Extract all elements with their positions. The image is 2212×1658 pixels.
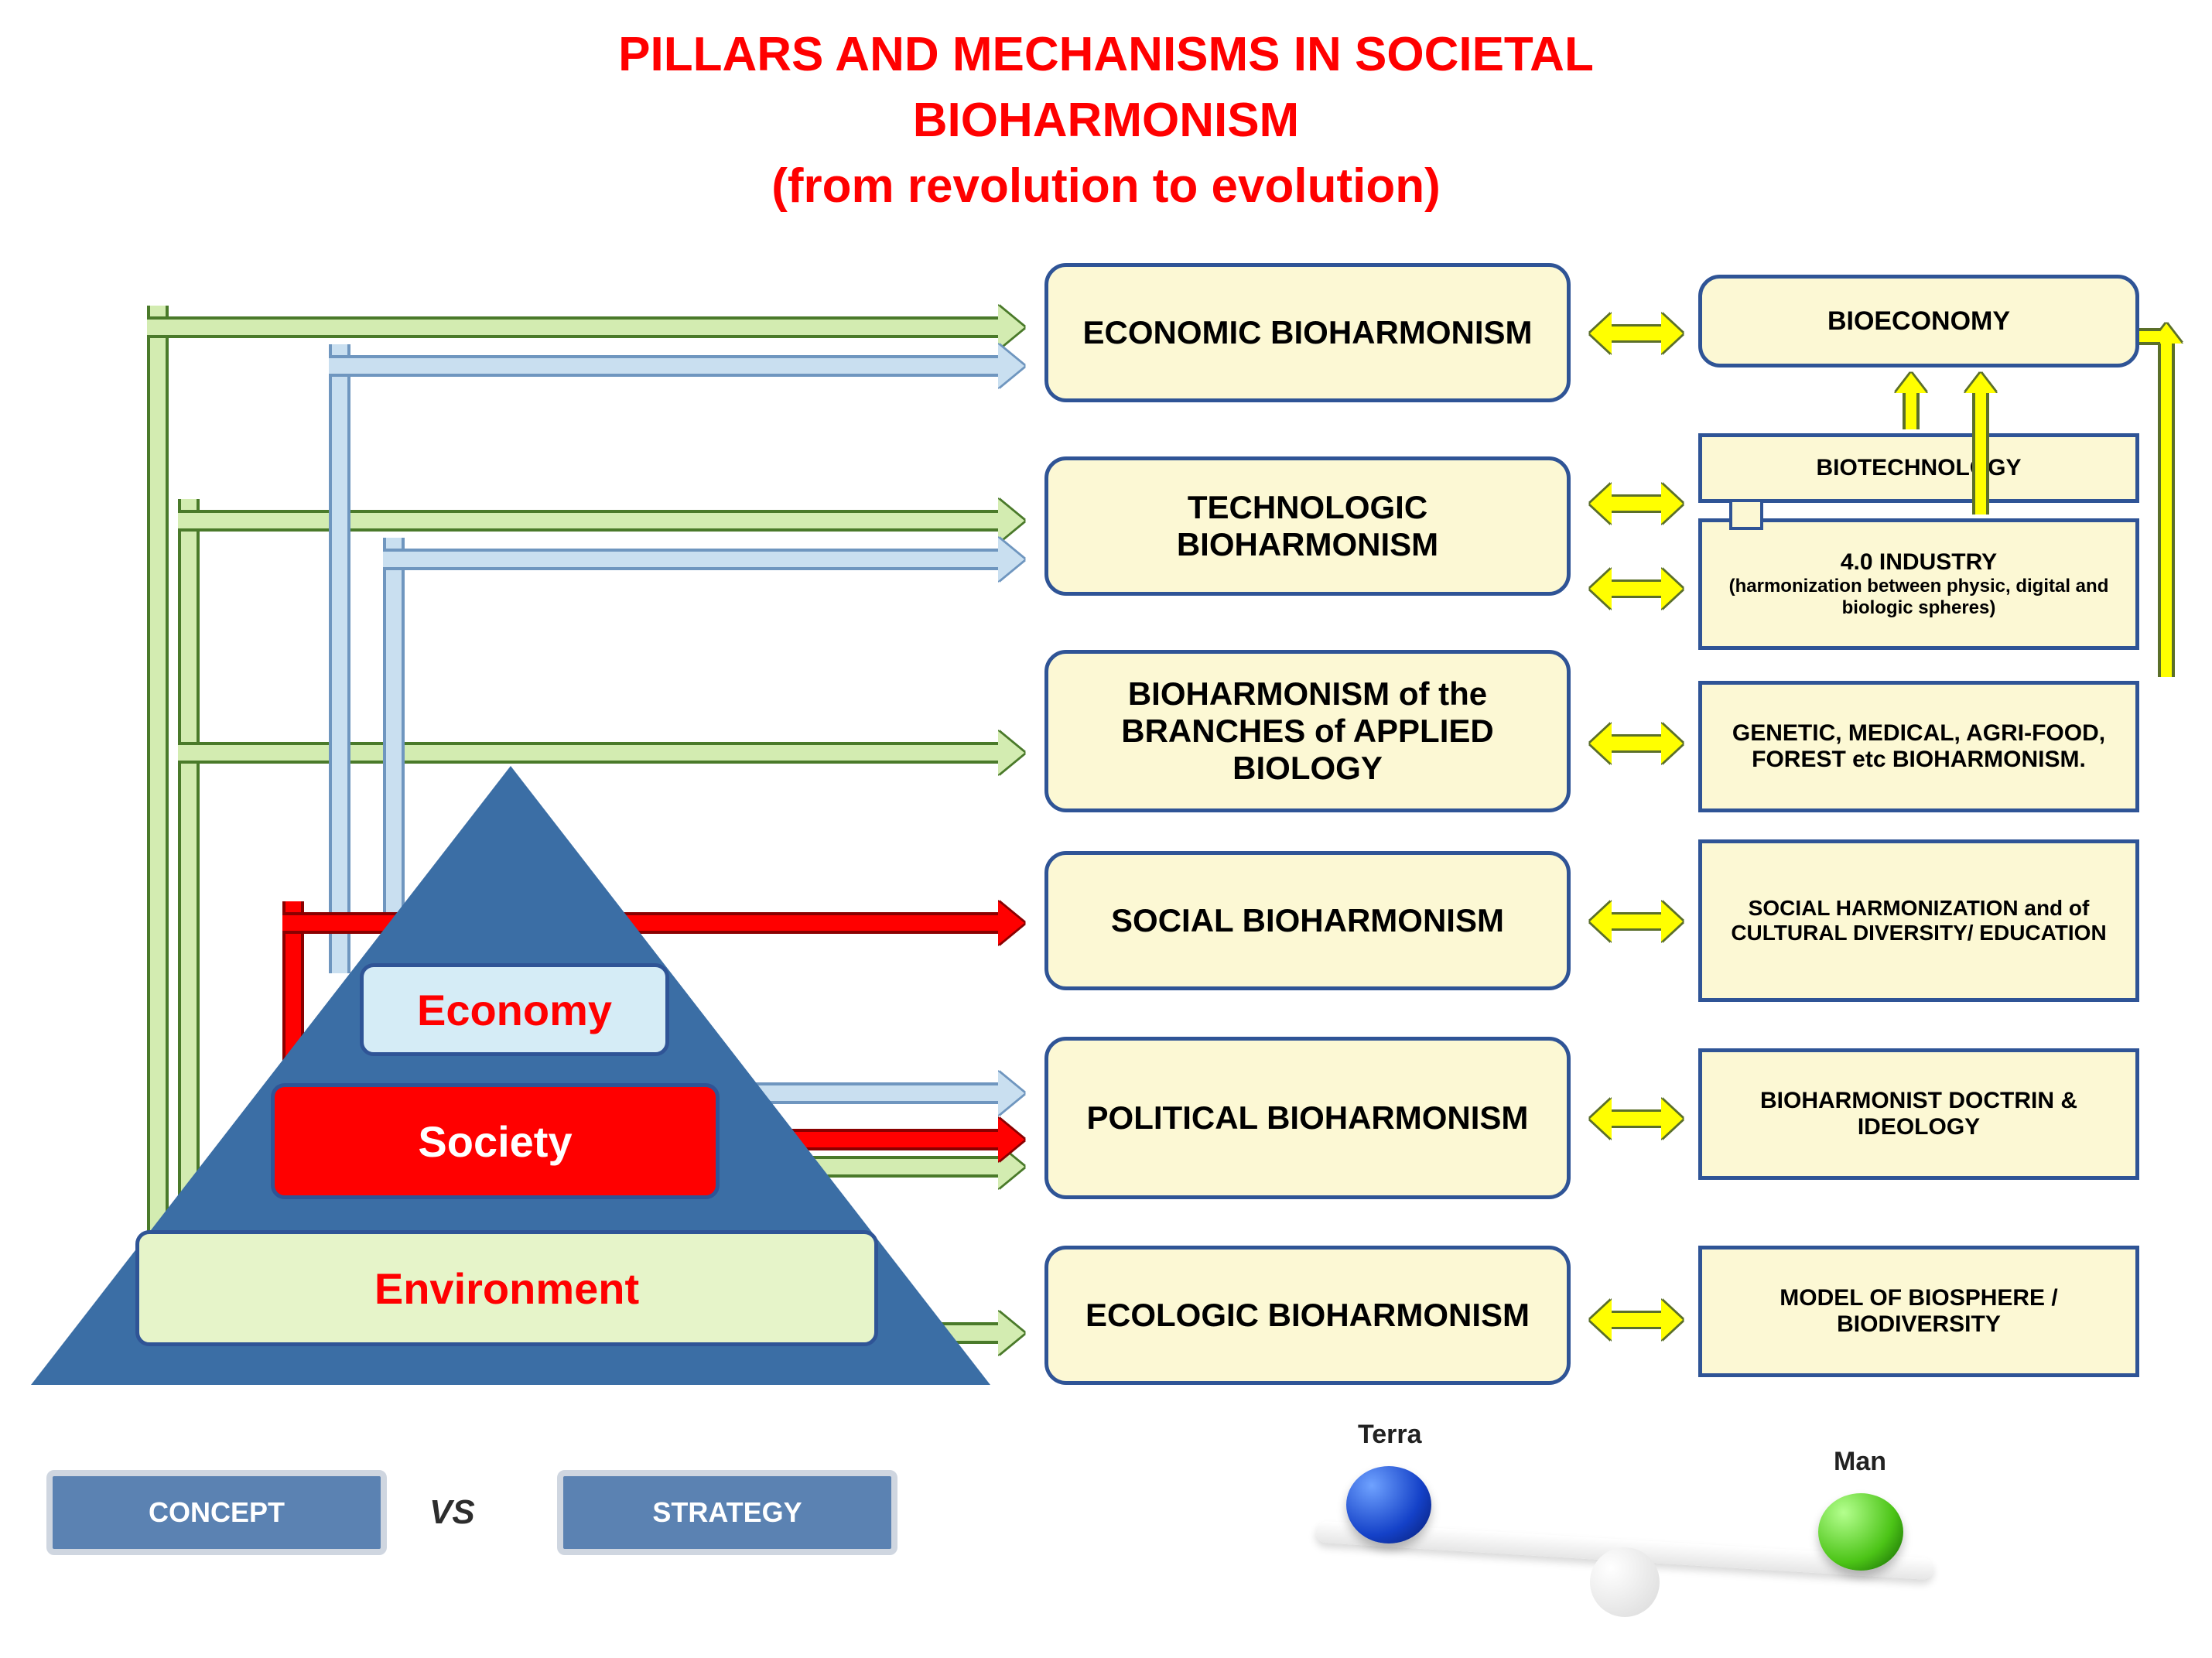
pyramid-tier-society-label: Society <box>418 1116 572 1167</box>
right-box-industry40: 4.0 INDUSTRY(harmonization between physi… <box>1698 518 2139 650</box>
title-line1: PILLARS AND MECHANISMS IN SOCIETAL <box>0 27 2212 82</box>
man-ball <box>1818 1493 1903 1571</box>
terra-label: Terra <box>1358 1420 1422 1450</box>
middle-box-technologic: TECHNOLOGIC BIOHARMONISM <box>1044 456 1571 596</box>
pyramid-tier-economy-label: Economy <box>417 985 612 1035</box>
arrow-a-env-technologic-seg1 <box>178 499 1024 542</box>
terra-ball <box>1346 1466 1431 1543</box>
arrow-a-econ-technologic-seg1 <box>383 538 1024 581</box>
right-box-biosphere: MODEL OF BIOSPHERE / BIODIVERSITY <box>1698 1246 2139 1377</box>
title-line3: (from revolution to evolution) <box>0 159 2212 214</box>
diagram-stage: PILLARS AND MECHANISMS IN SOCIETAL BIOHA… <box>0 0 2212 1658</box>
pyramid-tier-environment: Environment <box>135 1230 878 1346</box>
double-arrow-y-tech-down <box>1590 569 1683 609</box>
vs-label: VS <box>429 1493 475 1532</box>
right-box-socialharm: SOCIAL HARMONIZATION and of CULTURAL DIV… <box>1698 839 2139 1002</box>
double-arrow-y-economic <box>1590 313 1683 354</box>
double-arrow-y-ecologic <box>1590 1300 1683 1340</box>
pyramid-tier-society: Society <box>271 1083 720 1199</box>
right-box-genetic: GENETIC, MEDICAL, AGRI-FOOD, FOREST etc … <box>1698 681 2139 812</box>
strategy-pill: STRATEGY <box>557 1470 897 1555</box>
right-box-biotechnology: BIOTECHNOLOGY <box>1698 433 2139 503</box>
man-label: Man <box>1834 1447 1886 1477</box>
strategy-label: STRATEGY <box>652 1496 802 1529</box>
middle-box-branches: BIOHARMONISM of the BRANCHES of APPLIED … <box>1044 650 1571 812</box>
middle-box-ecologic: ECOLOGIC BIOHARMONISM <box>1044 1246 1571 1385</box>
double-arrow-y-branches <box>1590 723 1683 764</box>
right-box-bioeconomy: BIOECONOMY <box>1698 275 2139 367</box>
title-line2: BIOHARMONISM <box>0 93 2212 148</box>
arrow-a-econ-economic-seg1 <box>329 344 1024 388</box>
arrow-a-env-economic-seg1 <box>147 306 1024 349</box>
middle-box-economic: ECONOMIC BIOHARMONISM <box>1044 263 1571 402</box>
pyramid-tier-economy: Economy <box>360 963 669 1056</box>
middle-box-social: SOCIAL BIOHARMONISM <box>1044 851 1571 990</box>
double-arrow-y-political <box>1590 1099 1683 1139</box>
middle-box-political: POLITICAL BIOHARMONISM <box>1044 1037 1571 1199</box>
double-arrow-y-social <box>1590 901 1683 942</box>
up-arrow-genetic-to-bioecon <box>2151 323 2182 677</box>
right-box-doctrin: BIOHARMONIST DOCTRIN & IDEOLOGY <box>1698 1048 2139 1180</box>
up-arrow-biotech-to-bioecon <box>1896 373 1927 429</box>
concept-label: CONCEPT <box>149 1496 285 1529</box>
biotech-industry-connector <box>1729 499 1763 530</box>
pyramid-tier-environment-label: Environment <box>374 1263 639 1314</box>
concept-pill: CONCEPT <box>46 1470 387 1555</box>
up-arrow-industry-to-bioecon <box>1965 373 1996 514</box>
seesaw-pivot <box>1590 1547 1660 1617</box>
double-arrow-y-tech-up <box>1590 484 1683 524</box>
